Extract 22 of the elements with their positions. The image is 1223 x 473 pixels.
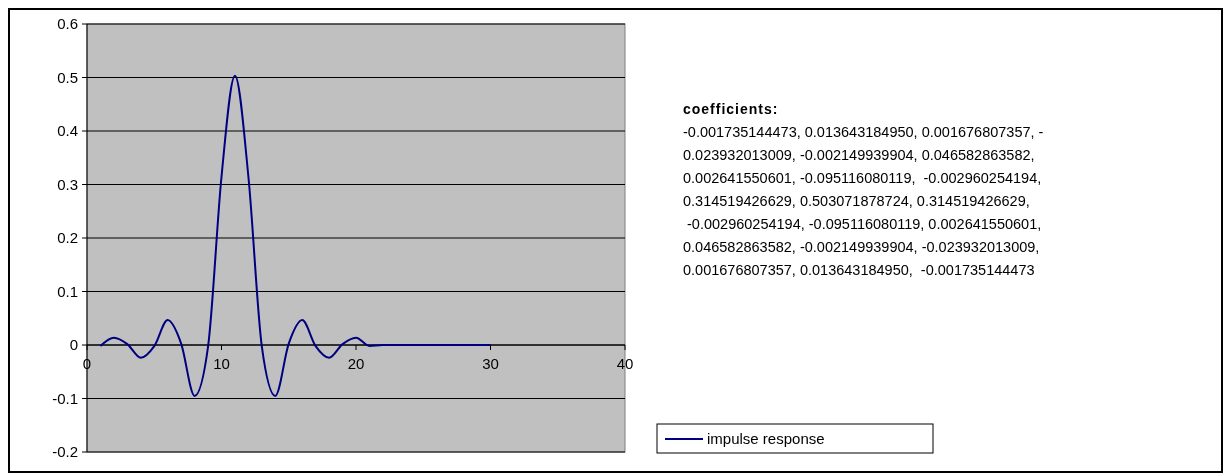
text: 0.002641550601, -0.095116080119, -0.002960254194,	[683, 170, 1042, 186]
text: 0.314519426629, 0.503071878724, 0.314519426629,	[683, 193, 1030, 209]
text: 0.046582863582, -0.002149939904, -0.023932013009,	[683, 239, 1040, 255]
y-tick-label: 0.4	[57, 122, 78, 140]
x-tick-label: 40	[616, 355, 634, 372]
x-tick-label: 10	[213, 355, 230, 372]
y-tick-label: 0.5	[57, 68, 78, 86]
y-tick-label: 0	[69, 336, 78, 354]
y-tick-label: 0.1	[57, 282, 78, 300]
text: 0.023932013009, -0.002149939904, 0.046582863582,	[683, 147, 1035, 163]
text: coefficients:	[683, 101, 779, 117]
x-tick-label: 30	[482, 355, 499, 372]
y-tick-label: 0.2	[57, 229, 78, 247]
text: -0.002960254194, -0.095116080119, 0.002641550601,	[683, 216, 1042, 232]
text: -0.001735144473, 0.013643184950, 0.001676807357, -	[683, 124, 1044, 140]
y-tick-label: -0.1	[52, 389, 78, 407]
legend-label: impulse response	[707, 430, 825, 448]
text: 0.001676807357, 0.013643184950, -0.001735144473	[683, 262, 1035, 278]
x-tick-label: 20	[347, 355, 365, 372]
y-tick-label: -0.2	[52, 443, 78, 461]
y-tick-label: 0.6	[57, 15, 78, 33]
y-tick-label: 0.3	[57, 175, 78, 193]
